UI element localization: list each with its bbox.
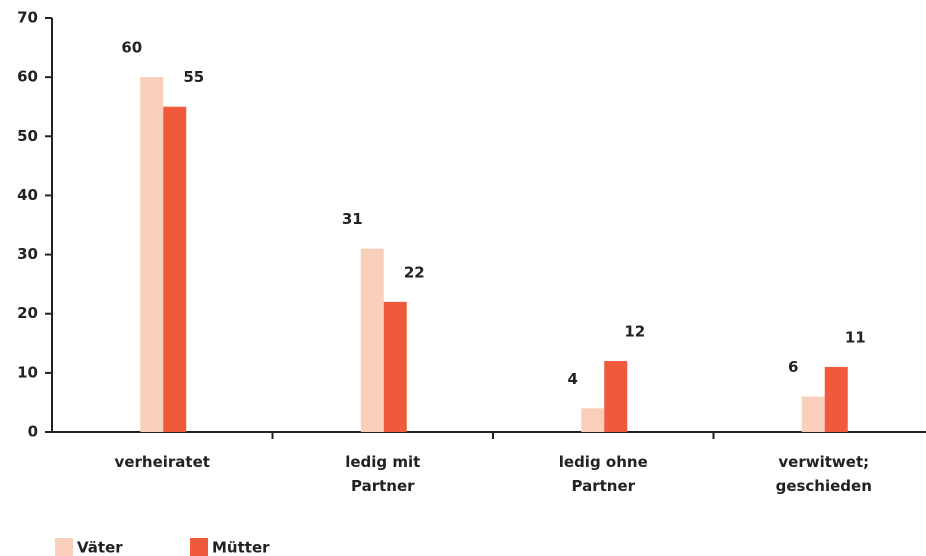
x-tick-label: ledig ohne Partner (559, 453, 648, 495)
data-label: 4 (568, 370, 578, 388)
x-tick-label: verwitwet; geschieden (776, 453, 872, 495)
data-label: 12 (624, 323, 645, 341)
bar (604, 361, 628, 432)
legend-swatch (55, 538, 73, 556)
data-label: 6 (788, 358, 798, 376)
y-tick-label: 40 (17, 186, 38, 204)
y-tick-label: 10 (17, 363, 38, 381)
data-label: 60 (121, 39, 142, 57)
data-label: 22 (404, 263, 425, 281)
y-tick-label: 70 (17, 9, 38, 27)
y-tick-label: 50 (17, 127, 38, 145)
legend-label: Mütter (212, 539, 270, 556)
y-tick-label: 20 (17, 304, 38, 322)
data-label: 11 (845, 328, 866, 346)
y-tick-label: 60 (17, 68, 38, 86)
bar (383, 301, 407, 432)
data-label: 31 (342, 210, 363, 228)
x-tick-label: verheiratet (115, 453, 210, 471)
legend-swatch (190, 538, 208, 556)
bar (581, 408, 605, 432)
data-label: 55 (183, 68, 204, 86)
y-tick-label: 0 (28, 423, 38, 441)
bar (360, 248, 384, 432)
bar (163, 106, 187, 432)
bar (824, 366, 848, 432)
bar (801, 396, 825, 432)
bar (140, 77, 164, 433)
legend-label: Väter (77, 539, 123, 556)
y-tick-label: 30 (17, 245, 38, 263)
x-tick-label: ledig mit Partner (345, 453, 420, 495)
